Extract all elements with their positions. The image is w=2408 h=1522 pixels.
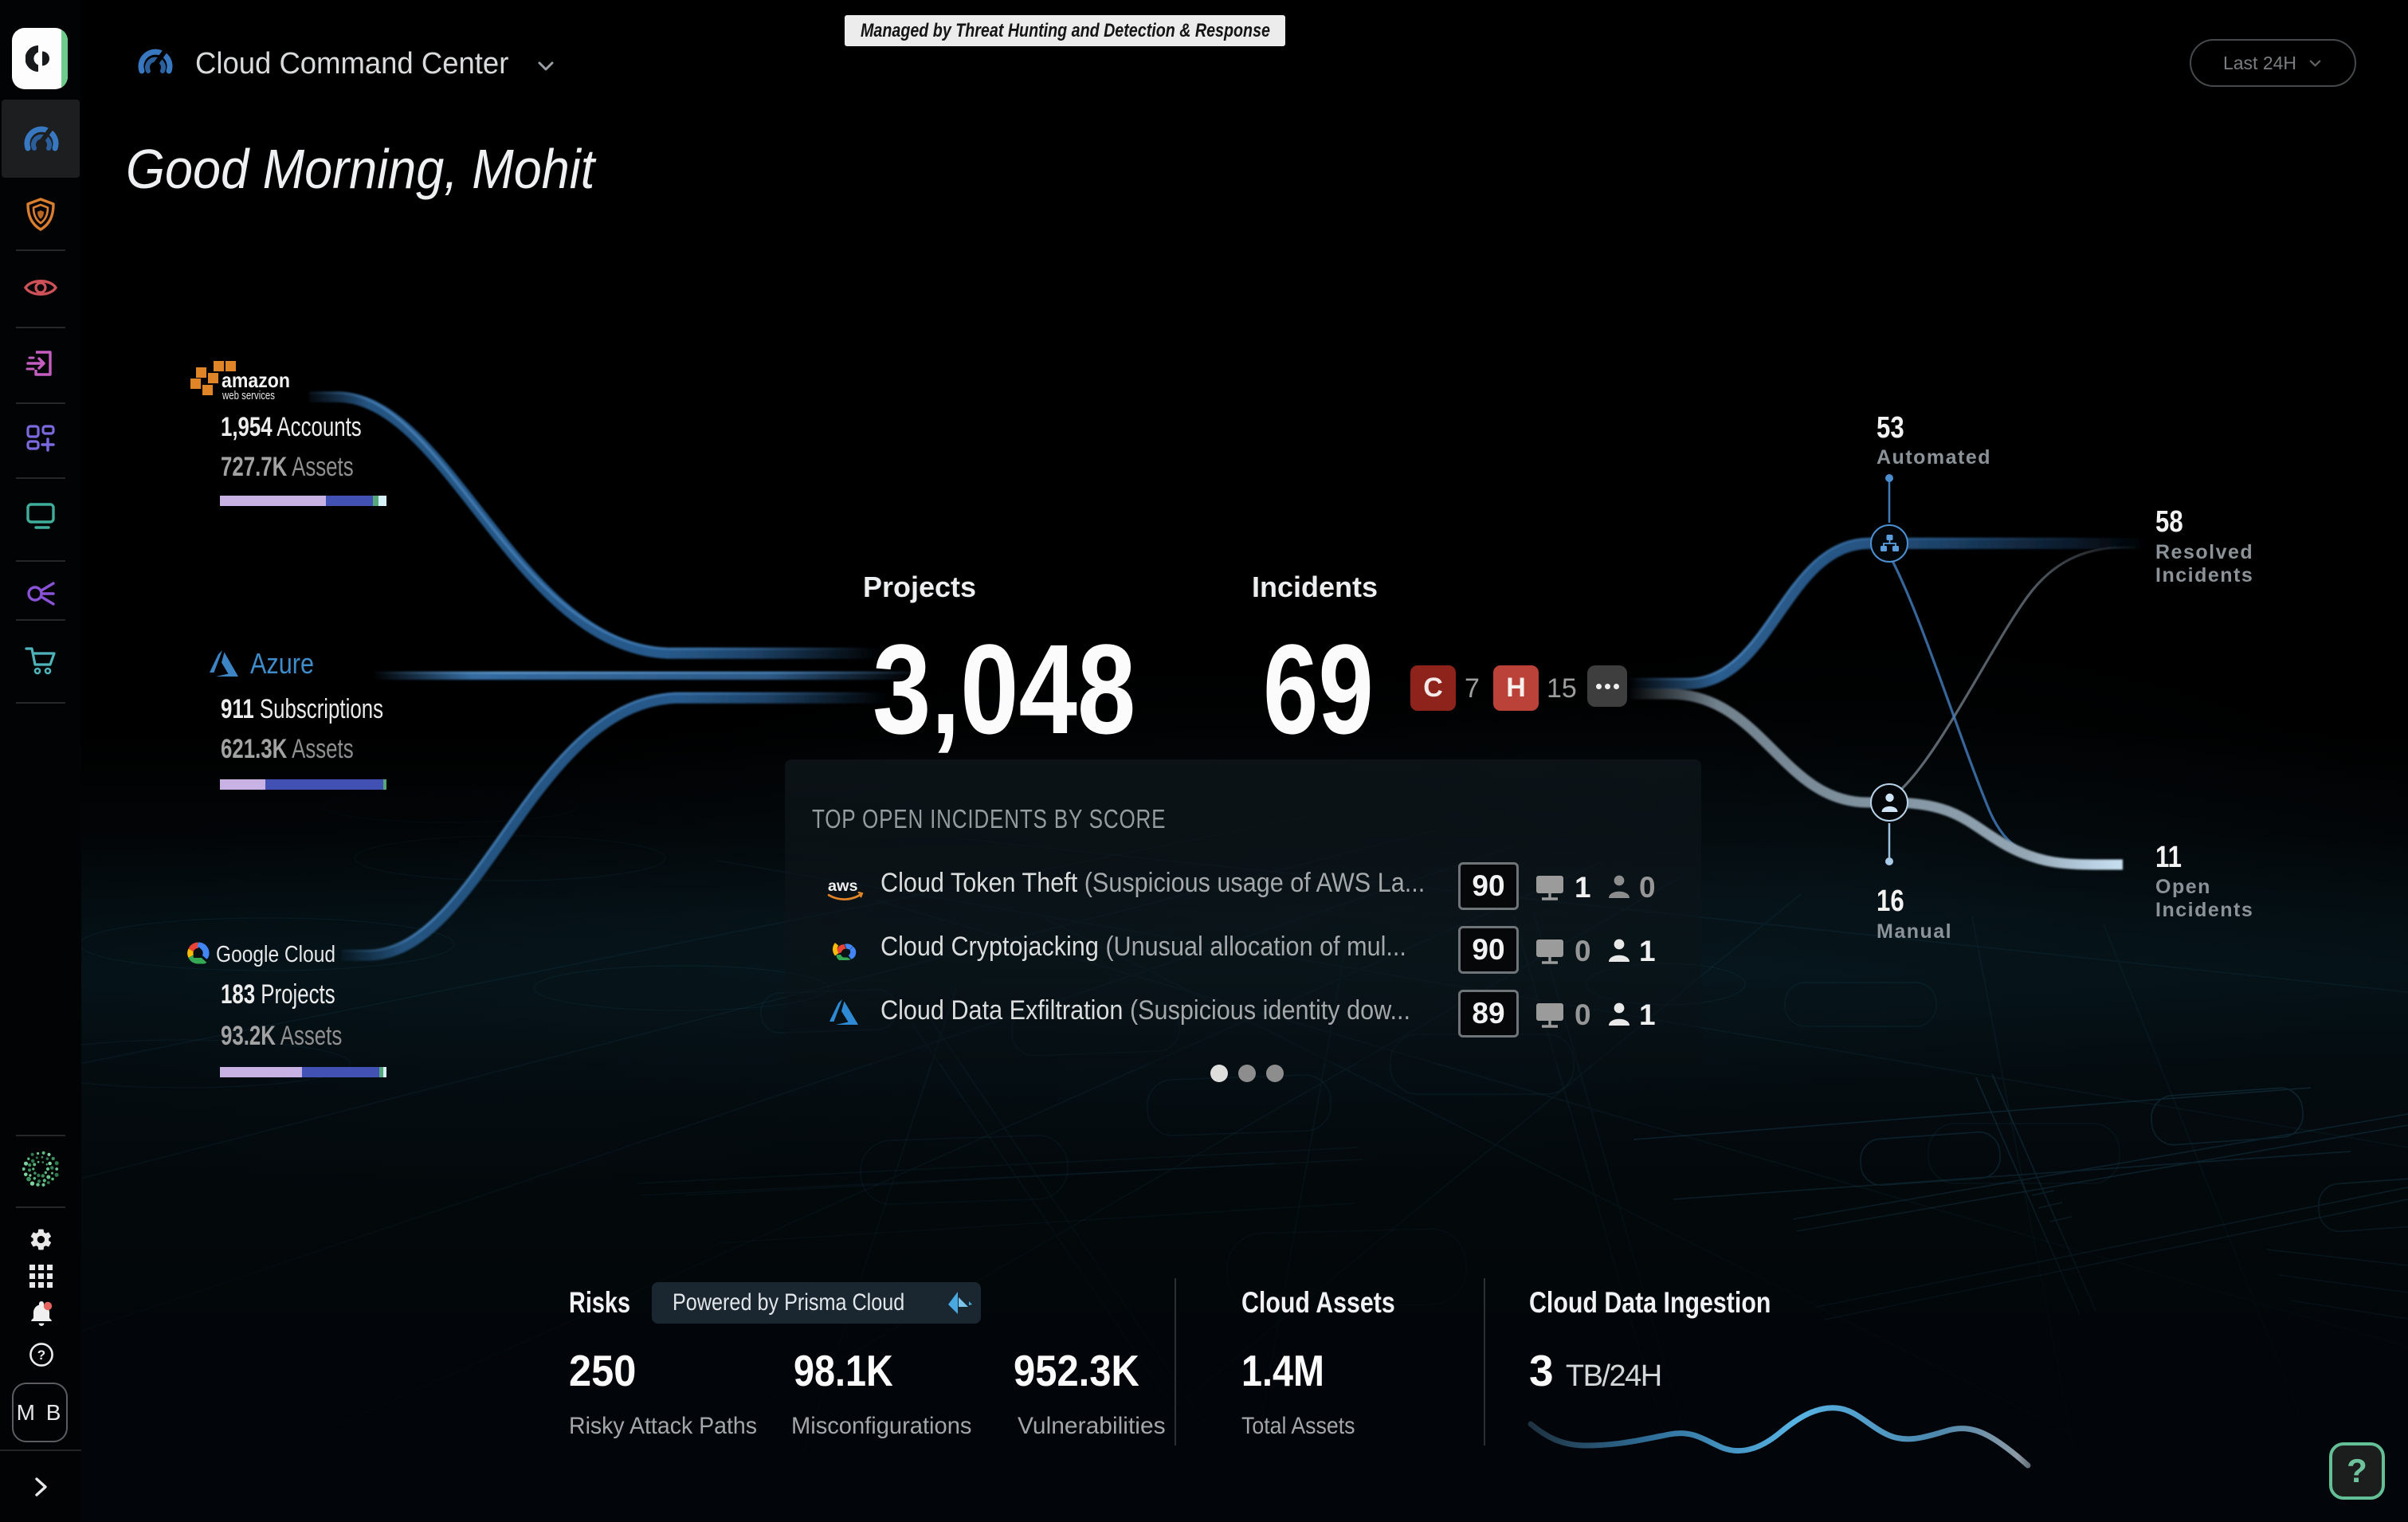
svg-text:aws: aws <box>828 877 857 895</box>
svg-text:amazon: amazon <box>222 368 290 392</box>
svg-text:web services: web services <box>222 389 275 402</box>
svg-text:Google Cloud: Google Cloud <box>216 942 335 967</box>
svg-text:Azure: Azure <box>250 648 314 680</box>
svg-text:?: ? <box>37 1347 45 1363</box>
